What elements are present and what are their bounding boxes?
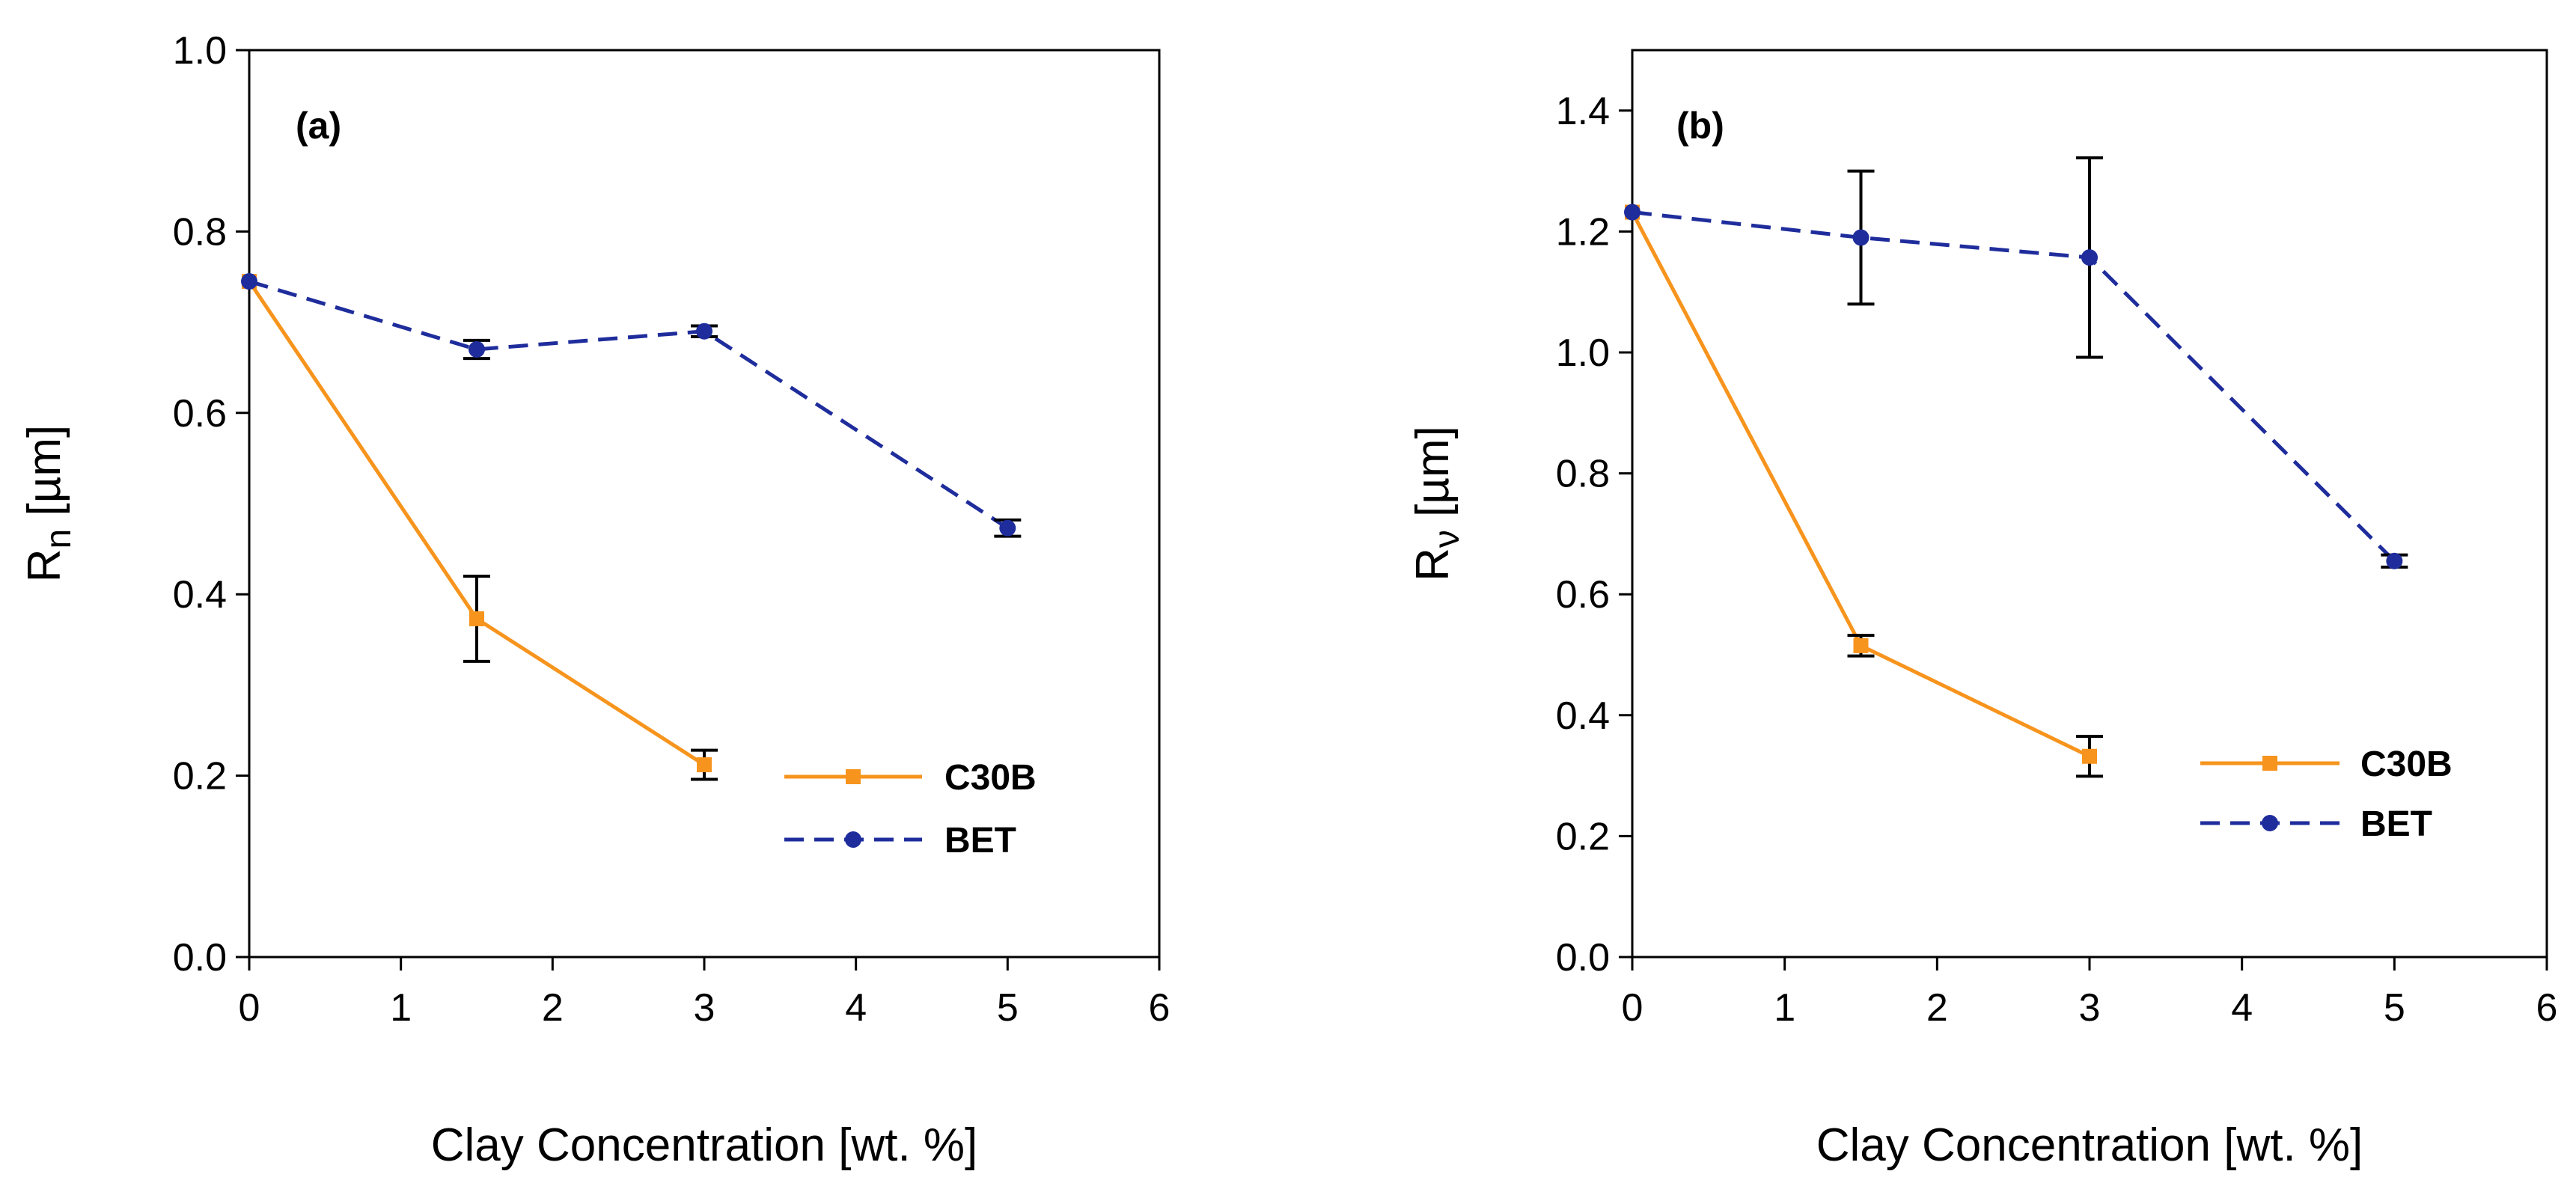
chart-panel-b: 0.0 0.2 0.4 0.6 0.8 1.0 1.2 1.4 0 1 2 3 4 5 6 Clay Conc… (1407, 49, 2558, 1171)
legend-marker-c30b (2262, 756, 2277, 771)
y-tick-label: 0.8 (1556, 453, 1610, 496)
y-tick-label: 0.4 (1556, 694, 1610, 738)
x-tick-label: 1 (390, 986, 412, 1030)
legend-marker-c30b (846, 769, 861, 784)
legend-label-bet: BET (2360, 804, 2432, 844)
x-tick-label: 2 (1926, 986, 1948, 1030)
y-axis-title: Rν [µm] (1407, 426, 1467, 581)
data-point-bet (241, 273, 257, 290)
data-point-c30b (1853, 638, 1869, 653)
data-point-bet (1852, 229, 1870, 246)
y-axis-title: Rn [µm] (19, 425, 79, 583)
data-point-bet (2081, 249, 2098, 266)
legend-label-bet: BET (944, 821, 1016, 861)
data-point-c30b (469, 611, 484, 626)
x-tick-label: 6 (2536, 986, 2558, 1030)
x-tick-label: 0 (239, 986, 260, 1030)
data-point-bet (468, 340, 485, 358)
y-tick-label: 1.2 (1556, 210, 1610, 254)
legend-marker-bet (845, 831, 861, 848)
data-point-bet (1624, 204, 1640, 221)
data-point-bet (2386, 552, 2403, 569)
y-tick-label: 0.4 (173, 573, 227, 617)
series-line-bet (1632, 210, 2396, 563)
y-tick-label: 0.8 (173, 210, 227, 254)
y-tick-label: 1.4 (1556, 90, 1610, 133)
data-point-bet (999, 519, 1016, 537)
y-axis-title-unit: [µm] (1407, 426, 1459, 530)
x-tick-label: 4 (845, 986, 867, 1030)
data-point-c30b (2082, 748, 2097, 764)
y-tick-label: 0.0 (1556, 936, 1610, 979)
series-line-bet (248, 279, 1009, 530)
y-axis-title-unit: [µm] (19, 425, 70, 529)
x-tick-label: 6 (1149, 986, 1171, 1030)
y-tick-label: 0.6 (173, 392, 227, 435)
x-tick-label: 4 (2231, 986, 2253, 1030)
y-tick-label: 0.2 (173, 755, 227, 798)
panel-label: (a) (296, 105, 341, 147)
y-tick-label: 1.0 (173, 29, 227, 73)
y-axis-title-main: R (1407, 548, 1459, 581)
chart-panel-a: 0.0 0.2 0.4 0.6 0.8 1.0 0 1 2 3 4 5 6 Clay Concentrat… (19, 29, 1170, 1171)
y-tick-label: 0.2 (1556, 815, 1610, 858)
x-tick-label: 1 (1774, 986, 1795, 1030)
x-tick-label: 5 (2384, 986, 2405, 1030)
legend-label-c30b: C30B (944, 758, 1037, 798)
x-axis-title: Clay Concentration [wt. %] (1816, 1119, 2363, 1171)
legend-label-c30b: C30B (2360, 745, 2453, 784)
panel-label: (b) (1676, 105, 1724, 147)
x-tick-label: 2 (542, 986, 564, 1030)
y-axis-title-sub: ν (1427, 530, 1467, 548)
y-tick-label: 0.6 (1556, 573, 1610, 617)
y-tick-label: 1.0 (1556, 331, 1610, 375)
data-point-bet (696, 323, 712, 340)
y-axis-title-sub: n (39, 529, 79, 549)
data-point-c30b (697, 757, 712, 773)
legend-marker-bet (2262, 815, 2278, 831)
x-tick-label: 5 (997, 986, 1019, 1030)
plot-frame (248, 49, 1161, 959)
y-axis-title-main: R (19, 548, 70, 582)
x-tick-label: 3 (2079, 986, 2101, 1030)
y-tick-label: 0.0 (173, 936, 227, 979)
x-tick-label: 0 (1622, 986, 1643, 1030)
x-tick-label: 3 (694, 986, 715, 1030)
x-axis-title: Clay Concentration [wt. %] (431, 1119, 978, 1171)
